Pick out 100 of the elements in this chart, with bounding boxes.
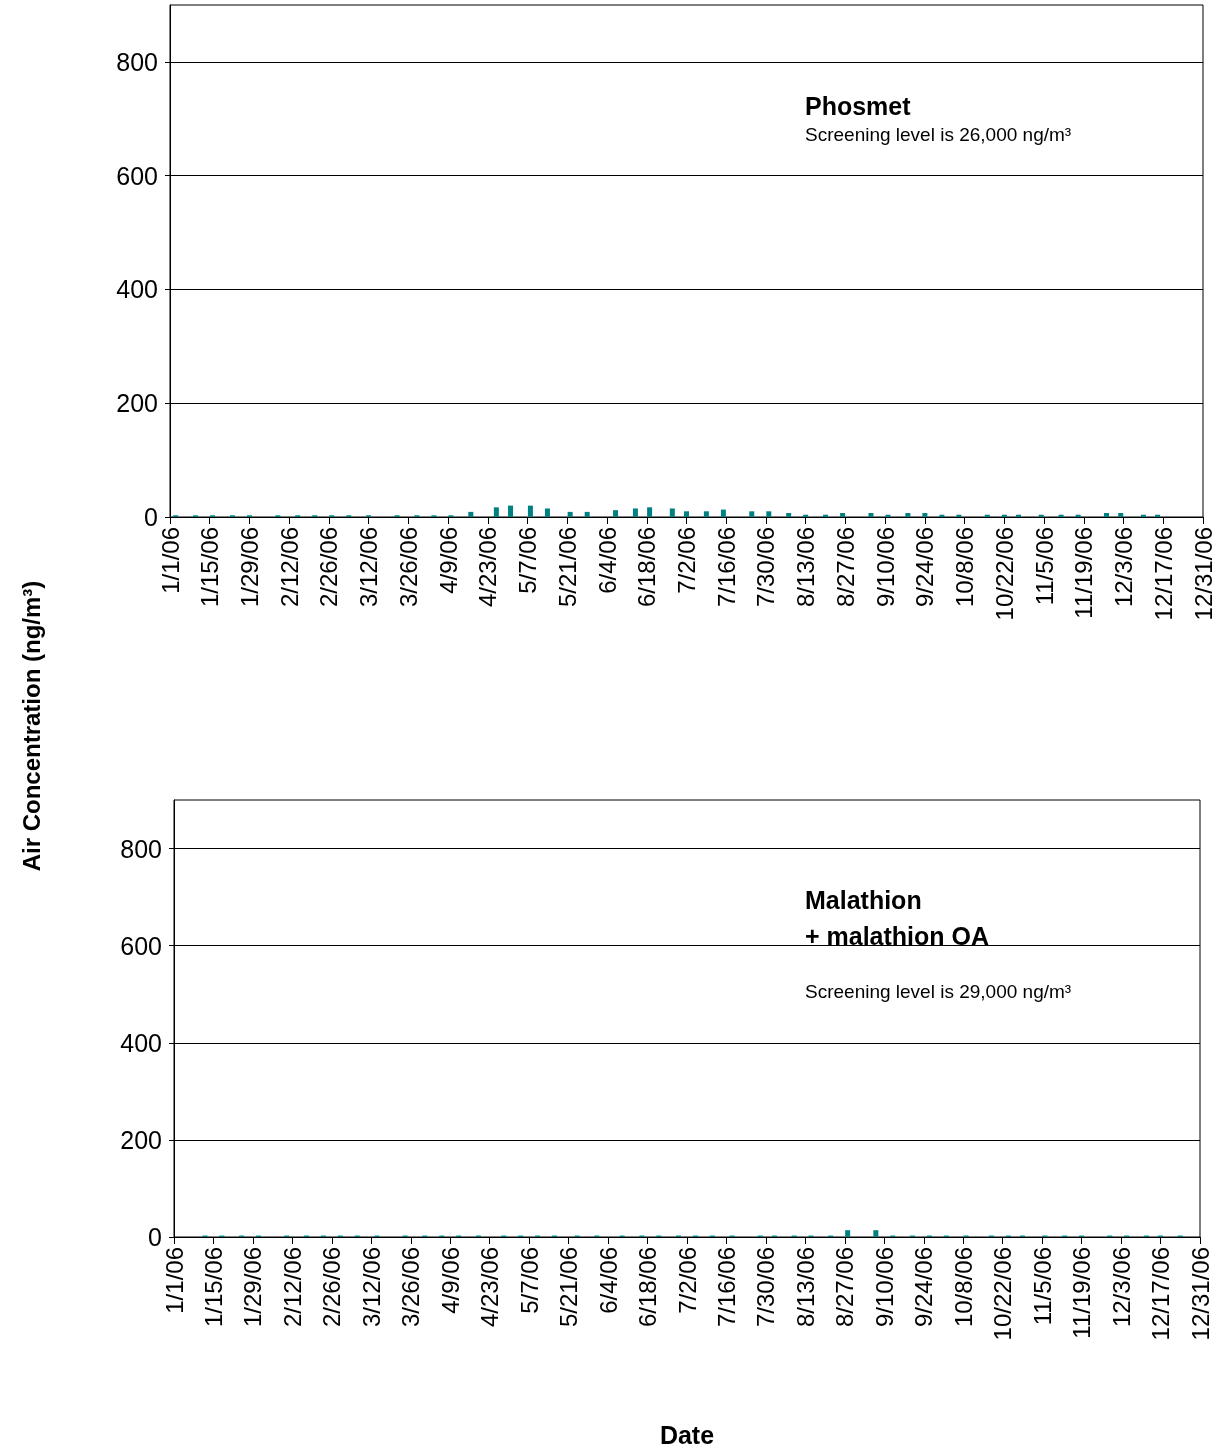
bar — [885, 514, 891, 517]
bar — [1058, 514, 1064, 517]
bar — [508, 505, 514, 517]
x-tick-label: 2/26/06 — [318, 1247, 346, 1328]
bar — [720, 509, 726, 517]
x-tick-label: 9/10/06 — [871, 527, 899, 608]
x-tick-label: 1/29/06 — [235, 527, 263, 608]
bar — [766, 511, 772, 517]
bar — [922, 513, 928, 517]
bar — [823, 514, 829, 517]
bar — [840, 513, 846, 517]
x-tick-label: 12/3/06 — [1110, 527, 1138, 608]
x-tick-label: 12/31/06 — [1189, 527, 1217, 621]
y-tick-label: 0 — [148, 1223, 162, 1251]
bar — [905, 513, 911, 517]
bar — [1038, 514, 1044, 517]
x-tick-label: 5/21/06 — [553, 527, 581, 608]
y-axis-title: Air Concentration (ng/m³) — [18, 580, 46, 872]
x-tick-label: 1/1/06 — [156, 527, 184, 594]
x-tick-label: 7/30/06 — [752, 1247, 780, 1328]
x-tick-label: 10/22/06 — [990, 527, 1018, 621]
x-tick-label: 8/13/06 — [792, 527, 820, 608]
x-tick-label: 4/9/06 — [436, 1247, 464, 1314]
annotation: Screening level is 29,000 ng/m³ — [805, 981, 1072, 1002]
bar — [669, 508, 675, 517]
bar — [613, 510, 619, 517]
bar — [1001, 514, 1007, 517]
x-tick-label: 1/29/06 — [239, 1247, 267, 1328]
bar — [984, 514, 990, 517]
x-tick-label: 11/19/06 — [1070, 527, 1098, 619]
y-tick-label: 600 — [116, 161, 158, 190]
x-tick-label: 9/24/06 — [910, 1247, 938, 1328]
bar — [1140, 514, 1146, 517]
y-tick-label: 800 — [116, 47, 158, 76]
bar — [803, 514, 809, 517]
x-tick-label: 12/3/06 — [1107, 1247, 1135, 1328]
bar — [786, 513, 792, 517]
x-tick-label: 6/18/06 — [633, 527, 661, 608]
x-tick-label: 3/26/06 — [397, 1247, 425, 1328]
bar — [868, 513, 874, 517]
x-tick-label: 11/5/06 — [1028, 1247, 1056, 1326]
x-tick-label: 5/7/06 — [514, 527, 542, 594]
y-tick-label: 600 — [120, 931, 162, 960]
bar — [527, 505, 533, 517]
x-tick-label: 10/22/06 — [989, 1247, 1017, 1341]
x-tick-label: 6/4/06 — [594, 1247, 622, 1314]
bar — [1155, 514, 1161, 517]
text: Malathion + malathion OA — [805, 886, 990, 950]
bar — [632, 508, 638, 517]
x-tick-label: 3/26/06 — [394, 527, 422, 608]
y-tick-label: 200 — [120, 1125, 162, 1154]
x-tick-label: 10/8/06 — [951, 527, 979, 608]
bar — [647, 507, 653, 517]
y-tick-label: 800 — [120, 834, 162, 863]
bar — [1118, 513, 1124, 517]
x-tick-label: 11/19/06 — [1068, 1247, 1096, 1339]
x-tick-label: 8/27/06 — [831, 527, 859, 608]
x-tick-label: 3/12/06 — [357, 1247, 385, 1328]
y-tick-label: 400 — [116, 275, 158, 304]
bar — [468, 511, 474, 517]
annotation: Screening level is 26,000 ng/m³ — [805, 124, 1072, 145]
x-tick-label: 2/12/06 — [278, 1247, 306, 1328]
x-tick-label: 5/21/06 — [555, 1247, 583, 1328]
bar — [493, 507, 499, 517]
x-tick-label: 2/12/06 — [275, 527, 303, 608]
text: Phosmet — [805, 92, 912, 120]
bar — [1104, 513, 1110, 517]
x-tick-label: 10/8/06 — [949, 1247, 977, 1328]
x-tick-label: 7/16/06 — [712, 1247, 740, 1328]
x-tick-label: 1/15/06 — [196, 527, 224, 608]
x-tick-label: 1/1/06 — [160, 1247, 188, 1314]
x-tick-label: 6/4/06 — [593, 527, 621, 594]
x-tick-label: 6/18/06 — [634, 1247, 662, 1328]
x-tick-label: 12/31/06 — [1186, 1247, 1214, 1341]
y-tick-label: 0 — [144, 503, 158, 531]
x-axis-title: Date — [659, 1420, 715, 1449]
bar — [1016, 514, 1022, 517]
x-tick-label: 8/27/06 — [831, 1247, 859, 1328]
y-tick-label: 200 — [116, 389, 158, 418]
bar — [749, 511, 755, 517]
bar — [939, 514, 945, 517]
bar — [544, 508, 550, 517]
x-tick-label: 11/5/06 — [1030, 527, 1058, 606]
x-tick-label: 8/13/06 — [791, 1247, 819, 1328]
bar — [567, 511, 573, 517]
x-tick-label: 7/2/06 — [673, 1247, 701, 1314]
x-tick-label: 4/23/06 — [474, 527, 502, 608]
bar — [684, 511, 689, 517]
x-tick-label: 5/7/06 — [515, 1247, 543, 1314]
x-tick-label: 3/12/06 — [355, 527, 383, 608]
bar — [956, 514, 962, 517]
x-tick-label: 4/9/06 — [434, 527, 462, 594]
bar — [584, 511, 590, 517]
x-tick-label: 2/26/06 — [315, 527, 343, 608]
bar — [703, 511, 709, 517]
y-tick-label: 400 — [120, 1028, 162, 1057]
x-tick-label: 9/10/06 — [870, 1247, 898, 1328]
bar — [1075, 514, 1081, 517]
x-tick-label: 12/17/06 — [1149, 527, 1177, 621]
x-tick-label: 7/30/06 — [752, 527, 780, 608]
